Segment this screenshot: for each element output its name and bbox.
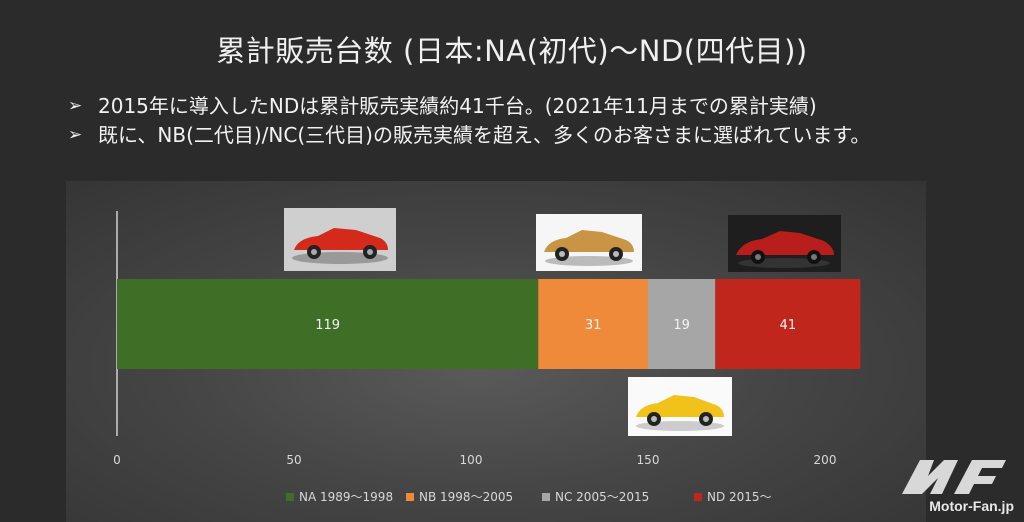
red-nd-roadster-icon bbox=[728, 215, 841, 272]
legend-swatch-4 bbox=[694, 493, 702, 501]
bar-segment-3 bbox=[648, 279, 716, 369]
nb-car-photo bbox=[536, 214, 642, 271]
x-tick-label-4: 150 bbox=[637, 453, 660, 467]
data-label-4: 41 bbox=[780, 318, 797, 333]
legend-label-2: NB 1998〜2005 bbox=[419, 490, 513, 504]
x-tick-label-2: 50 bbox=[286, 453, 301, 467]
mf-logo-icon bbox=[902, 460, 1006, 494]
bar-segment-1 bbox=[117, 279, 539, 369]
data-label-1: 119 bbox=[315, 318, 340, 333]
bullet-item-2: ➢ 既に、NB(二代目)/NC(三代目)の販売実績を超え、多くのお客さまに選ばれ… bbox=[68, 121, 998, 150]
legend-label-1: NA 1989〜1998 bbox=[299, 490, 393, 504]
chart-panel: 119 31 19 41 0 50 100 150 200 NA 1989〜1998 NB 1998… bbox=[66, 181, 926, 522]
nd-car-photo bbox=[728, 215, 841, 272]
nc-car-photo bbox=[628, 377, 732, 436]
motor-fan-logo: Motor-Fan.jp bbox=[874, 454, 1014, 514]
data-label-3: 19 bbox=[673, 318, 690, 333]
legend-swatch-3 bbox=[542, 493, 550, 501]
yellow-nc-roadster-icon bbox=[628, 377, 732, 436]
legend-swatch-2 bbox=[406, 493, 414, 501]
legend-label-3: NC 2005〜2015 bbox=[555, 490, 649, 504]
arrow-bullet-icon: ➢ bbox=[68, 125, 83, 145]
slide-title: 累計販売台数 (日本:NA(初代)〜ND(四代目)) bbox=[216, 34, 808, 68]
data-label-2: 31 bbox=[585, 318, 602, 333]
logo-text: Motor-Fan.jp bbox=[929, 498, 1014, 514]
x-tick-label-3: 100 bbox=[460, 453, 483, 467]
gold-nb-roadster-icon bbox=[536, 214, 642, 271]
sales-chart: 119 31 19 41 0 50 100 150 200 NA 1989〜1998 NB 1998… bbox=[113, 211, 861, 504]
x-tick-label-1: 0 bbox=[113, 453, 121, 467]
bullet-list: ➢ 2015年に導入したNDは累計販売実績約41千台。(2021年11月までの累… bbox=[68, 92, 998, 150]
bar-segment-4 bbox=[715, 279, 861, 369]
bullet-item-1: ➢ 2015年に導入したNDは累計販売実績約41千台。(2021年11月までの累… bbox=[68, 92, 998, 121]
legend-swatch-1 bbox=[286, 493, 294, 501]
bullet-text-1: 2015年に導入したNDは累計販売実績約41千台。(2021年11月までの累計実… bbox=[98, 94, 817, 118]
bullet-text-2: 既に、NB(二代目)/NC(三代目)の販売実績を超え、多くのお客さまに選ばれてい… bbox=[98, 123, 871, 147]
x-tick-label-5: 200 bbox=[814, 453, 837, 467]
na-car-photo bbox=[284, 208, 396, 271]
legend-label-4: ND 2015〜 bbox=[707, 490, 772, 504]
bar-segment-2 bbox=[538, 279, 648, 369]
arrow-bullet-icon: ➢ bbox=[68, 96, 83, 116]
red-na-roadster-icon bbox=[284, 208, 396, 271]
